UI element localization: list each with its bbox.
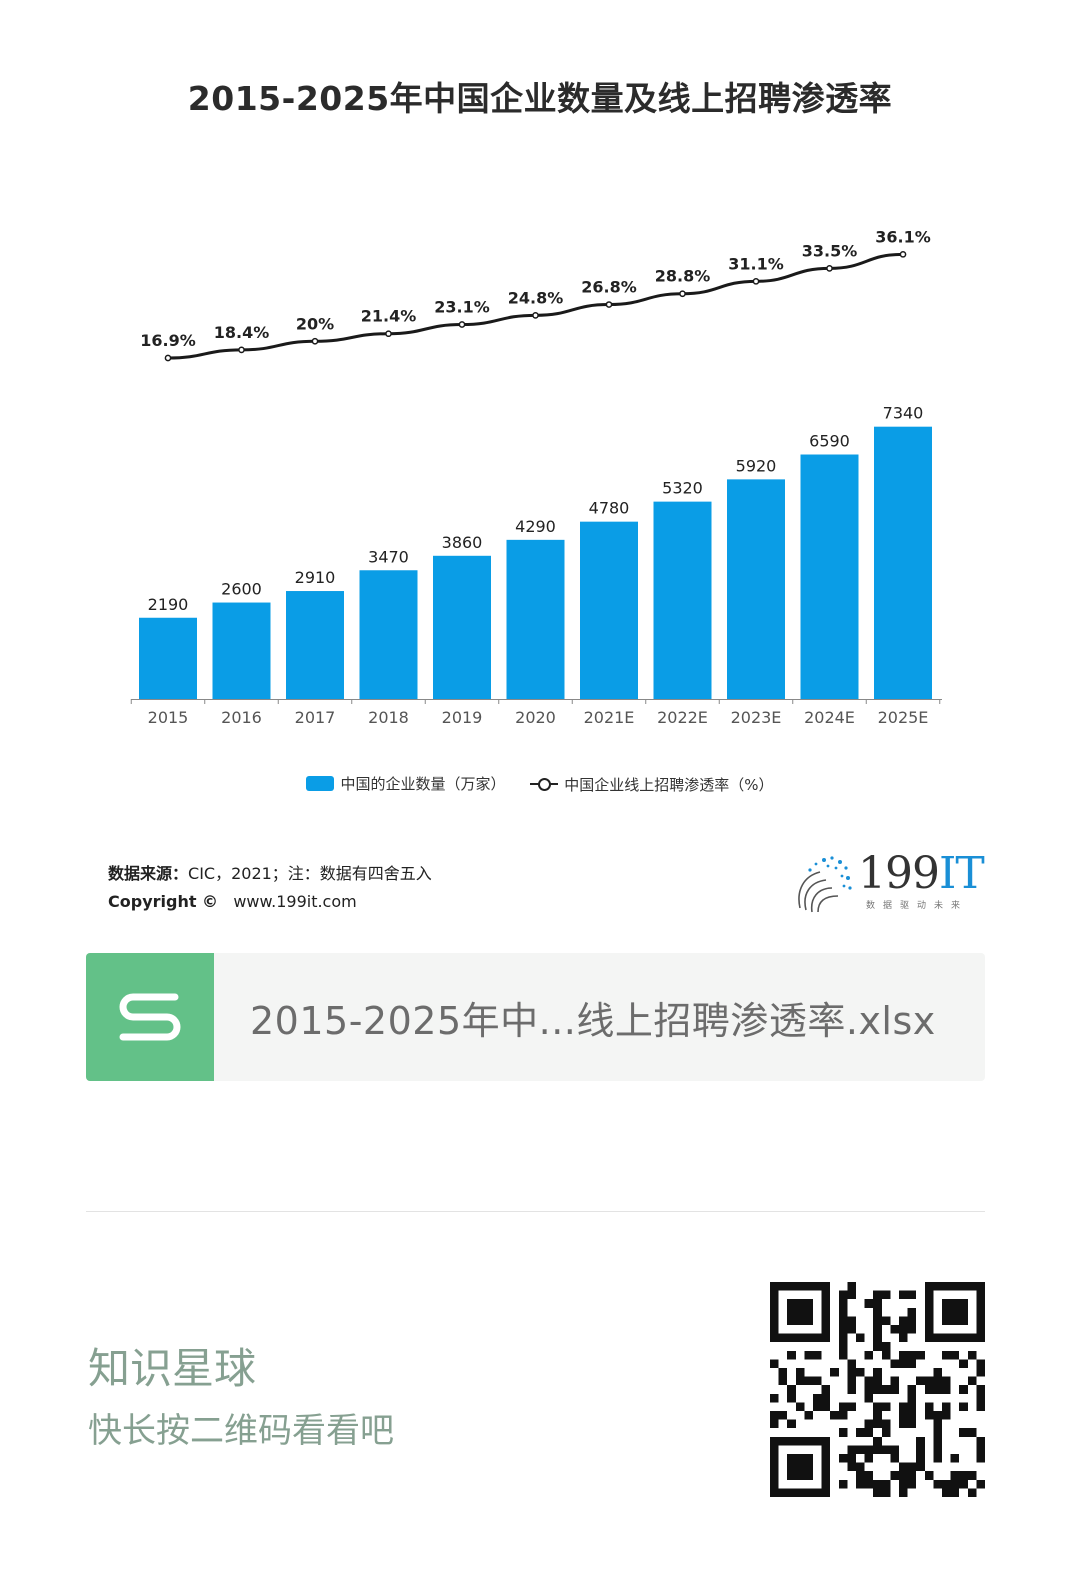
copyright-label: Copyright ©: [108, 892, 219, 911]
source-label: 数据来源：: [108, 864, 189, 883]
logo-it: IT: [938, 848, 985, 899]
bar-label-2021E: 4780: [589, 499, 630, 518]
line-point-2017: [311, 337, 319, 345]
legend-item-line: 中国企业线上招聘渗透率（%）: [530, 774, 774, 795]
x-tick-label-2023E: 2023E: [731, 708, 782, 727]
bar-2023E: [727, 479, 785, 699]
line-point-2016: [238, 346, 245, 354]
source-note: 数据来源：CIC，2021；注：数据有四舍五入 Copyright © www.…: [108, 860, 432, 916]
logo-tagline: 数据驱动未来: [866, 901, 969, 911]
copyright-url: www.199it.com: [233, 892, 357, 911]
bar-2022E: [653, 501, 712, 699]
bar-label-2022E: 5320: [662, 479, 703, 498]
bar-2018: [359, 570, 418, 699]
line-label-2024E: 33.5%: [802, 241, 858, 260]
enterprise-count-bar-series: 2190 2600 2910 3470 3860 4290 4780 5320 5920 6590…: [139, 404, 932, 699]
x-tick-label-2019: 2019: [442, 708, 483, 727]
legend-bar-swatch: [306, 776, 335, 791]
bar-2021E: [580, 521, 638, 699]
bar-label-2016: 2600: [221, 580, 262, 599]
section-divider: [86, 1211, 985, 1212]
line-label-2021E: 26.8%: [581, 278, 637, 297]
qr-code-icon[interactable]: [770, 1282, 985, 1497]
line-label-2025E: 36.1%: [875, 227, 931, 246]
x-tick-label-2017: 2017: [295, 708, 336, 727]
line-point-2025E: [899, 250, 907, 258]
x-tick-label-2016: 2016: [221, 708, 262, 727]
bar-label-2019: 3860: [442, 533, 483, 552]
bar-2019: [433, 555, 491, 699]
x-tick-label-2018: 2018: [368, 708, 409, 727]
x-tick-label-2021E: 2021E: [584, 708, 635, 727]
x-axis: 2015 2016 2017 2018 2019 2020 2021E 2022E 2023E 2…: [130, 699, 942, 727]
bar-label-2020: 4290: [515, 517, 556, 536]
logo-dots-icon: [798, 856, 852, 913]
line-label-2023E: 31.1%: [728, 254, 784, 273]
file-name: 2015-2025年中...线上招聘渗透率.xlsx: [250, 998, 936, 1043]
legend-bar-label: 中国的企业数量（万家）: [340, 775, 506, 793]
logo-199it: 199IT 数据驱动未来: [790, 848, 985, 918]
legend-line-label: 中国企业线上招聘渗透率（%）: [564, 775, 774, 794]
bar-2015: [139, 617, 197, 699]
chart-title: 2015-2025年中国企业数量及线上招聘渗透率: [187, 79, 893, 118]
legend-item-bars: 中国的企业数量（万家）: [306, 773, 505, 794]
line-point-2021E: [605, 301, 613, 308]
line-label-2020: 24.8%: [508, 288, 564, 307]
line-point-2018: [385, 330, 392, 338]
x-tick-label-2020: 2020: [515, 708, 556, 727]
line-label-2019: 23.1%: [434, 298, 490, 317]
line-point-2023E: [752, 277, 760, 285]
source-text: CIC，2021；注：数据有四舍五入: [188, 864, 432, 883]
legend-line-swatch: [530, 777, 559, 791]
x-tick-label-2022E: 2022E: [657, 708, 708, 727]
brand-subtitle: 快长按二维码看看吧: [88, 1411, 394, 1451]
line-label-2018: 21.4%: [361, 307, 417, 326]
line-point-2022E: [679, 290, 686, 298]
x-tick-label-2025E: 2025E: [878, 708, 929, 727]
chart-legend: 中国的企业数量（万家） 中国企业线上招聘渗透率（%）: [0, 773, 1080, 795]
logo-wordmark: 199IT: [858, 848, 985, 899]
bar-2017: [286, 591, 344, 699]
bar-2016: [212, 602, 271, 699]
line-point-2024E: [826, 265, 833, 272]
spreadsheet-s-icon: [86, 953, 214, 1081]
x-tick-label-2015: 2015: [148, 708, 189, 727]
bar-label-2018: 3470: [368, 547, 409, 566]
brand-title: 知识星球: [88, 1344, 257, 1393]
bar-2024E: [800, 454, 859, 699]
bar-label-2015: 2190: [148, 595, 189, 614]
bar-label-2025E: 7340: [883, 404, 924, 423]
line-label-2022E: 28.8%: [655, 267, 711, 286]
file-attachment-card[interactable]: 2015-2025年中...线上招聘渗透率.xlsx: [86, 953, 985, 1081]
line-label-2016: 18.4%: [214, 323, 270, 342]
bar-label-2017: 2910: [295, 568, 336, 587]
bar-2025E: [874, 426, 932, 699]
qr-modules: [770, 1282, 985, 1497]
chart-plot: 16.9% 18.4% 20% 21.4% 23.1% 24.8% 26.8% 28.8% 31…: [130, 227, 942, 727]
bar-label-2023E: 5920: [736, 456, 777, 475]
line-point-2019: [458, 321, 466, 328]
penetration-line-series: 16.9% 18.4% 20% 21.4% 23.1% 24.8% 26.8% 28.8% 31…: [140, 227, 931, 362]
line-label-2017: 20%: [296, 314, 334, 333]
line-point-2020: [532, 311, 539, 319]
bar-2020: [506, 539, 565, 699]
x-tick-label-2024E: 2024E: [804, 708, 855, 727]
bar-label-2024E: 6590: [809, 432, 850, 451]
line-point-2015: [164, 354, 172, 362]
logo-number: 199: [858, 848, 940, 899]
line-label-2015: 16.9%: [140, 331, 196, 350]
